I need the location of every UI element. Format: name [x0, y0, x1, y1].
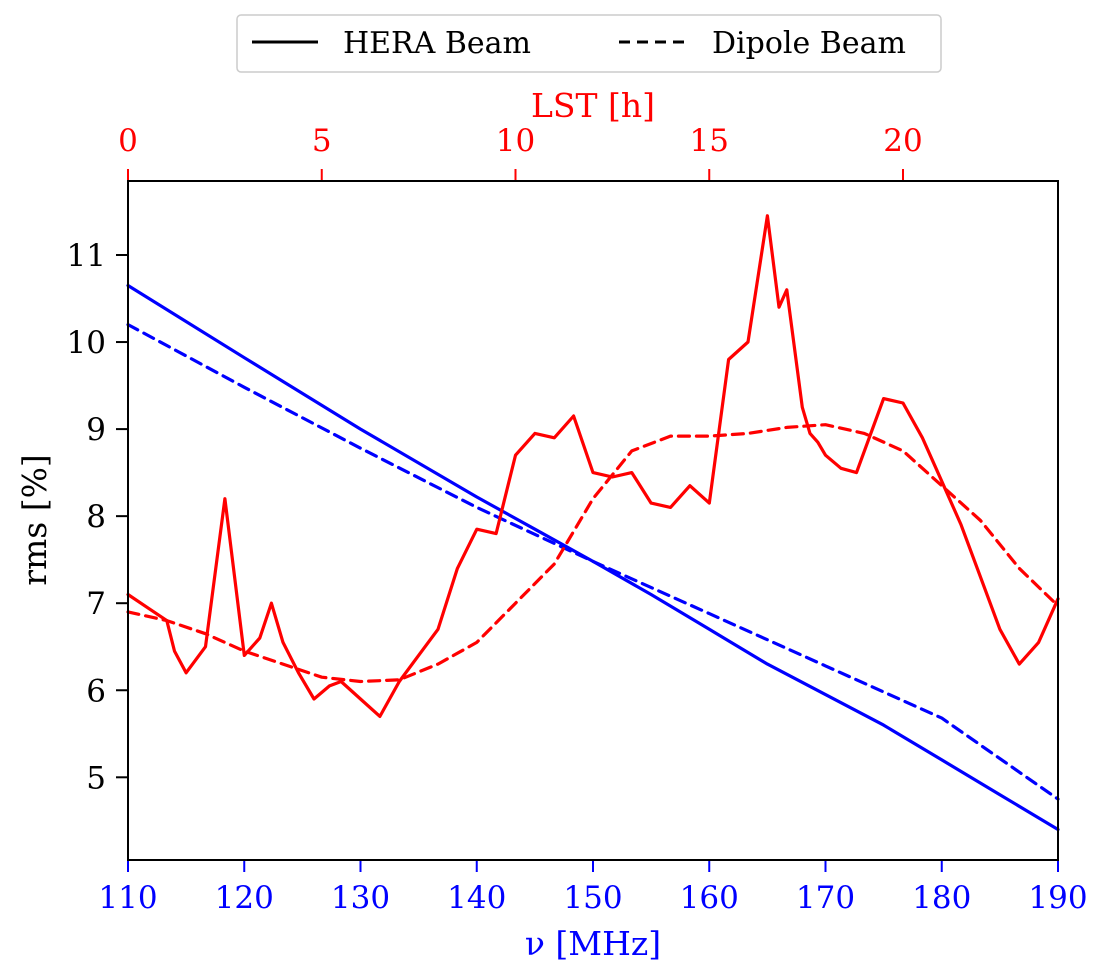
x-tick-label: 110 [98, 880, 157, 916]
y-tick-label: 11 [67, 238, 106, 274]
x-tick-label: 160 [680, 880, 739, 916]
y-tick-label: 6 [86, 673, 106, 709]
series-line-0 [126, 283, 1060, 832]
series-line-3 [126, 423, 1060, 684]
top-tick-label: 0 [118, 123, 138, 159]
y-tick-label: 5 [86, 760, 106, 796]
y-tick-label: 9 [86, 412, 106, 448]
x-tick-label: 120 [215, 880, 274, 916]
top-axis-title: LST [h] [531, 86, 655, 125]
x-tick-label: 180 [912, 880, 971, 916]
y-tick-label: 10 [67, 325, 106, 361]
x-tick-label: 170 [796, 880, 855, 916]
x-tick-label: 140 [447, 880, 506, 916]
top-tick-label: 20 [883, 123, 922, 159]
top-tick-label: 10 [496, 123, 535, 159]
x-tick-label: 190 [1028, 880, 1087, 916]
series-line-2 [126, 214, 1060, 719]
plot-frame [127, 180, 1059, 861]
top-tick-label: 15 [690, 123, 729, 159]
x-axis-title: ν [MHz] [525, 924, 661, 963]
top-tick-label: 5 [312, 123, 332, 159]
ticks: 5 6 7 8 9 10 11 110 120 130 140 150 160 170 180 190 0 5 10… [67, 123, 1088, 916]
legend-label-hera: HERA Beam [343, 26, 531, 61]
x-tick-label: 130 [331, 880, 390, 916]
y-axis-title: rms [%] [15, 454, 54, 586]
legend: HERA Beam Dipole Beam [236, 14, 942, 73]
series [126, 214, 1060, 832]
legend-box [236, 14, 942, 73]
y-tick-label: 8 [86, 499, 106, 535]
legend-label-dipole: Dipole Beam [712, 26, 906, 61]
series-line-1 [126, 323, 1060, 801]
x-tick-label: 150 [563, 880, 622, 916]
y-tick-label: 7 [86, 586, 106, 622]
